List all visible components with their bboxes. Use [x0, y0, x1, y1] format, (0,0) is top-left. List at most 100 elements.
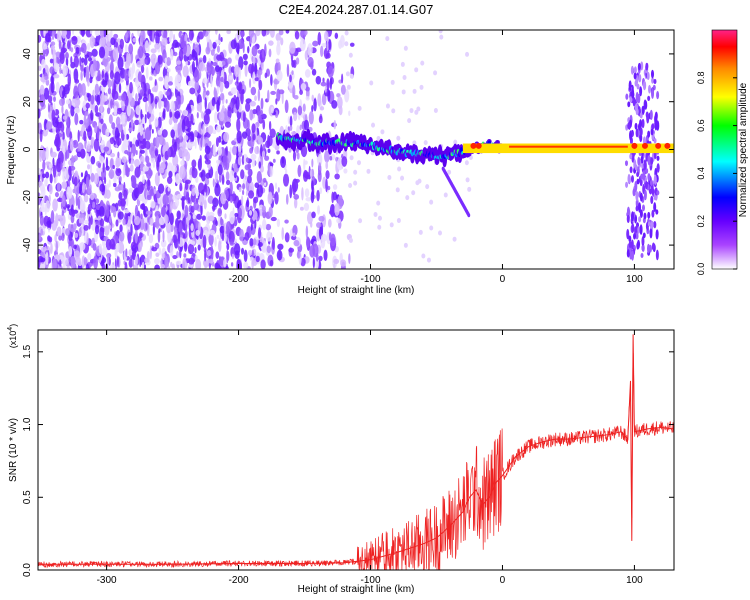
speckle — [323, 47, 330, 60]
speckle — [83, 194, 89, 203]
speckle — [203, 199, 207, 210]
speckle — [301, 187, 304, 201]
speckle — [165, 100, 170, 113]
speckle — [142, 96, 148, 103]
speckle — [251, 249, 254, 258]
speckle — [195, 176, 199, 183]
speckle — [134, 255, 139, 266]
speckle — [636, 171, 640, 178]
speckle — [650, 128, 654, 136]
speckle — [653, 202, 657, 212]
speckle — [256, 170, 262, 184]
speckle — [320, 81, 327, 87]
speckle — [110, 37, 116, 46]
snr-series — [38, 334, 674, 565]
speckle — [144, 59, 148, 65]
speckle — [385, 36, 390, 42]
speckle — [220, 37, 223, 43]
speckle — [656, 163, 660, 173]
speckle — [143, 93, 147, 99]
speckle — [214, 65, 220, 73]
speckle — [376, 200, 381, 206]
speckle — [227, 57, 232, 64]
speckle — [226, 243, 230, 251]
speckle — [275, 58, 280, 64]
speckle — [340, 34, 345, 48]
speckle — [299, 124, 302, 131]
speckle — [420, 60, 425, 66]
speckle — [177, 231, 181, 245]
speckle — [651, 242, 655, 251]
speckle — [291, 70, 294, 76]
speckle — [184, 242, 188, 250]
speckle — [626, 206, 630, 217]
speckle — [651, 209, 655, 218]
speckle — [65, 228, 70, 236]
speckle — [226, 30, 231, 35]
speckle — [307, 43, 313, 57]
speckle — [132, 215, 135, 226]
speckle — [421, 253, 426, 259]
speckle — [376, 135, 381, 141]
speckle — [65, 56, 69, 67]
speckle — [94, 83, 100, 97]
speckle — [132, 37, 137, 43]
speckle — [86, 164, 91, 170]
speckle — [289, 41, 296, 54]
speckle — [634, 122, 638, 130]
speckle — [141, 261, 145, 269]
speckle — [647, 95, 651, 101]
speckle — [317, 93, 322, 107]
speckle — [140, 65, 145, 74]
speckle — [50, 242, 53, 254]
speckle — [647, 173, 651, 181]
speckle — [157, 230, 161, 243]
speckle — [321, 93, 327, 106]
speckle — [67, 40, 70, 50]
speckle — [633, 72, 637, 80]
speckle — [125, 85, 130, 91]
y-tick-label: -40 — [22, 237, 33, 252]
speckle — [325, 170, 330, 180]
speckle — [277, 243, 284, 250]
speckle — [241, 247, 245, 255]
speckle — [75, 193, 78, 207]
speckle — [107, 87, 112, 95]
speckle — [261, 205, 266, 213]
speckle — [105, 165, 110, 171]
speckle — [649, 188, 653, 195]
speckle — [348, 183, 353, 189]
speckle — [346, 84, 351, 90]
speckle — [148, 93, 151, 108]
y-tick-label: 0.0 — [22, 563, 33, 577]
speckle — [164, 57, 168, 63]
snr-frame — [37, 329, 675, 571]
speckle — [225, 145, 228, 157]
speckle — [640, 61, 644, 71]
speckle — [144, 127, 152, 141]
speckle — [624, 160, 628, 167]
speckle — [39, 263, 46, 269]
speckle — [225, 221, 232, 235]
speckle — [628, 241, 632, 249]
speckle — [202, 55, 207, 64]
speckle — [166, 176, 173, 185]
speckle — [129, 141, 133, 148]
speckle — [218, 209, 222, 215]
speckle — [134, 229, 138, 244]
speckle — [638, 202, 642, 213]
speckle — [319, 106, 325, 111]
speckle — [202, 136, 205, 148]
speckle — [288, 247, 295, 253]
figure-title: C2E4.2024.287.01.14.G07 — [279, 2, 434, 17]
speckle — [43, 30, 46, 37]
speckle — [636, 178, 640, 185]
speckle — [87, 125, 93, 139]
speckle — [87, 185, 92, 195]
speckle — [165, 91, 171, 96]
speckle — [303, 158, 306, 171]
speckle — [178, 147, 184, 158]
speckle — [302, 103, 306, 112]
speckle — [293, 95, 299, 100]
speckle — [292, 232, 296, 237]
